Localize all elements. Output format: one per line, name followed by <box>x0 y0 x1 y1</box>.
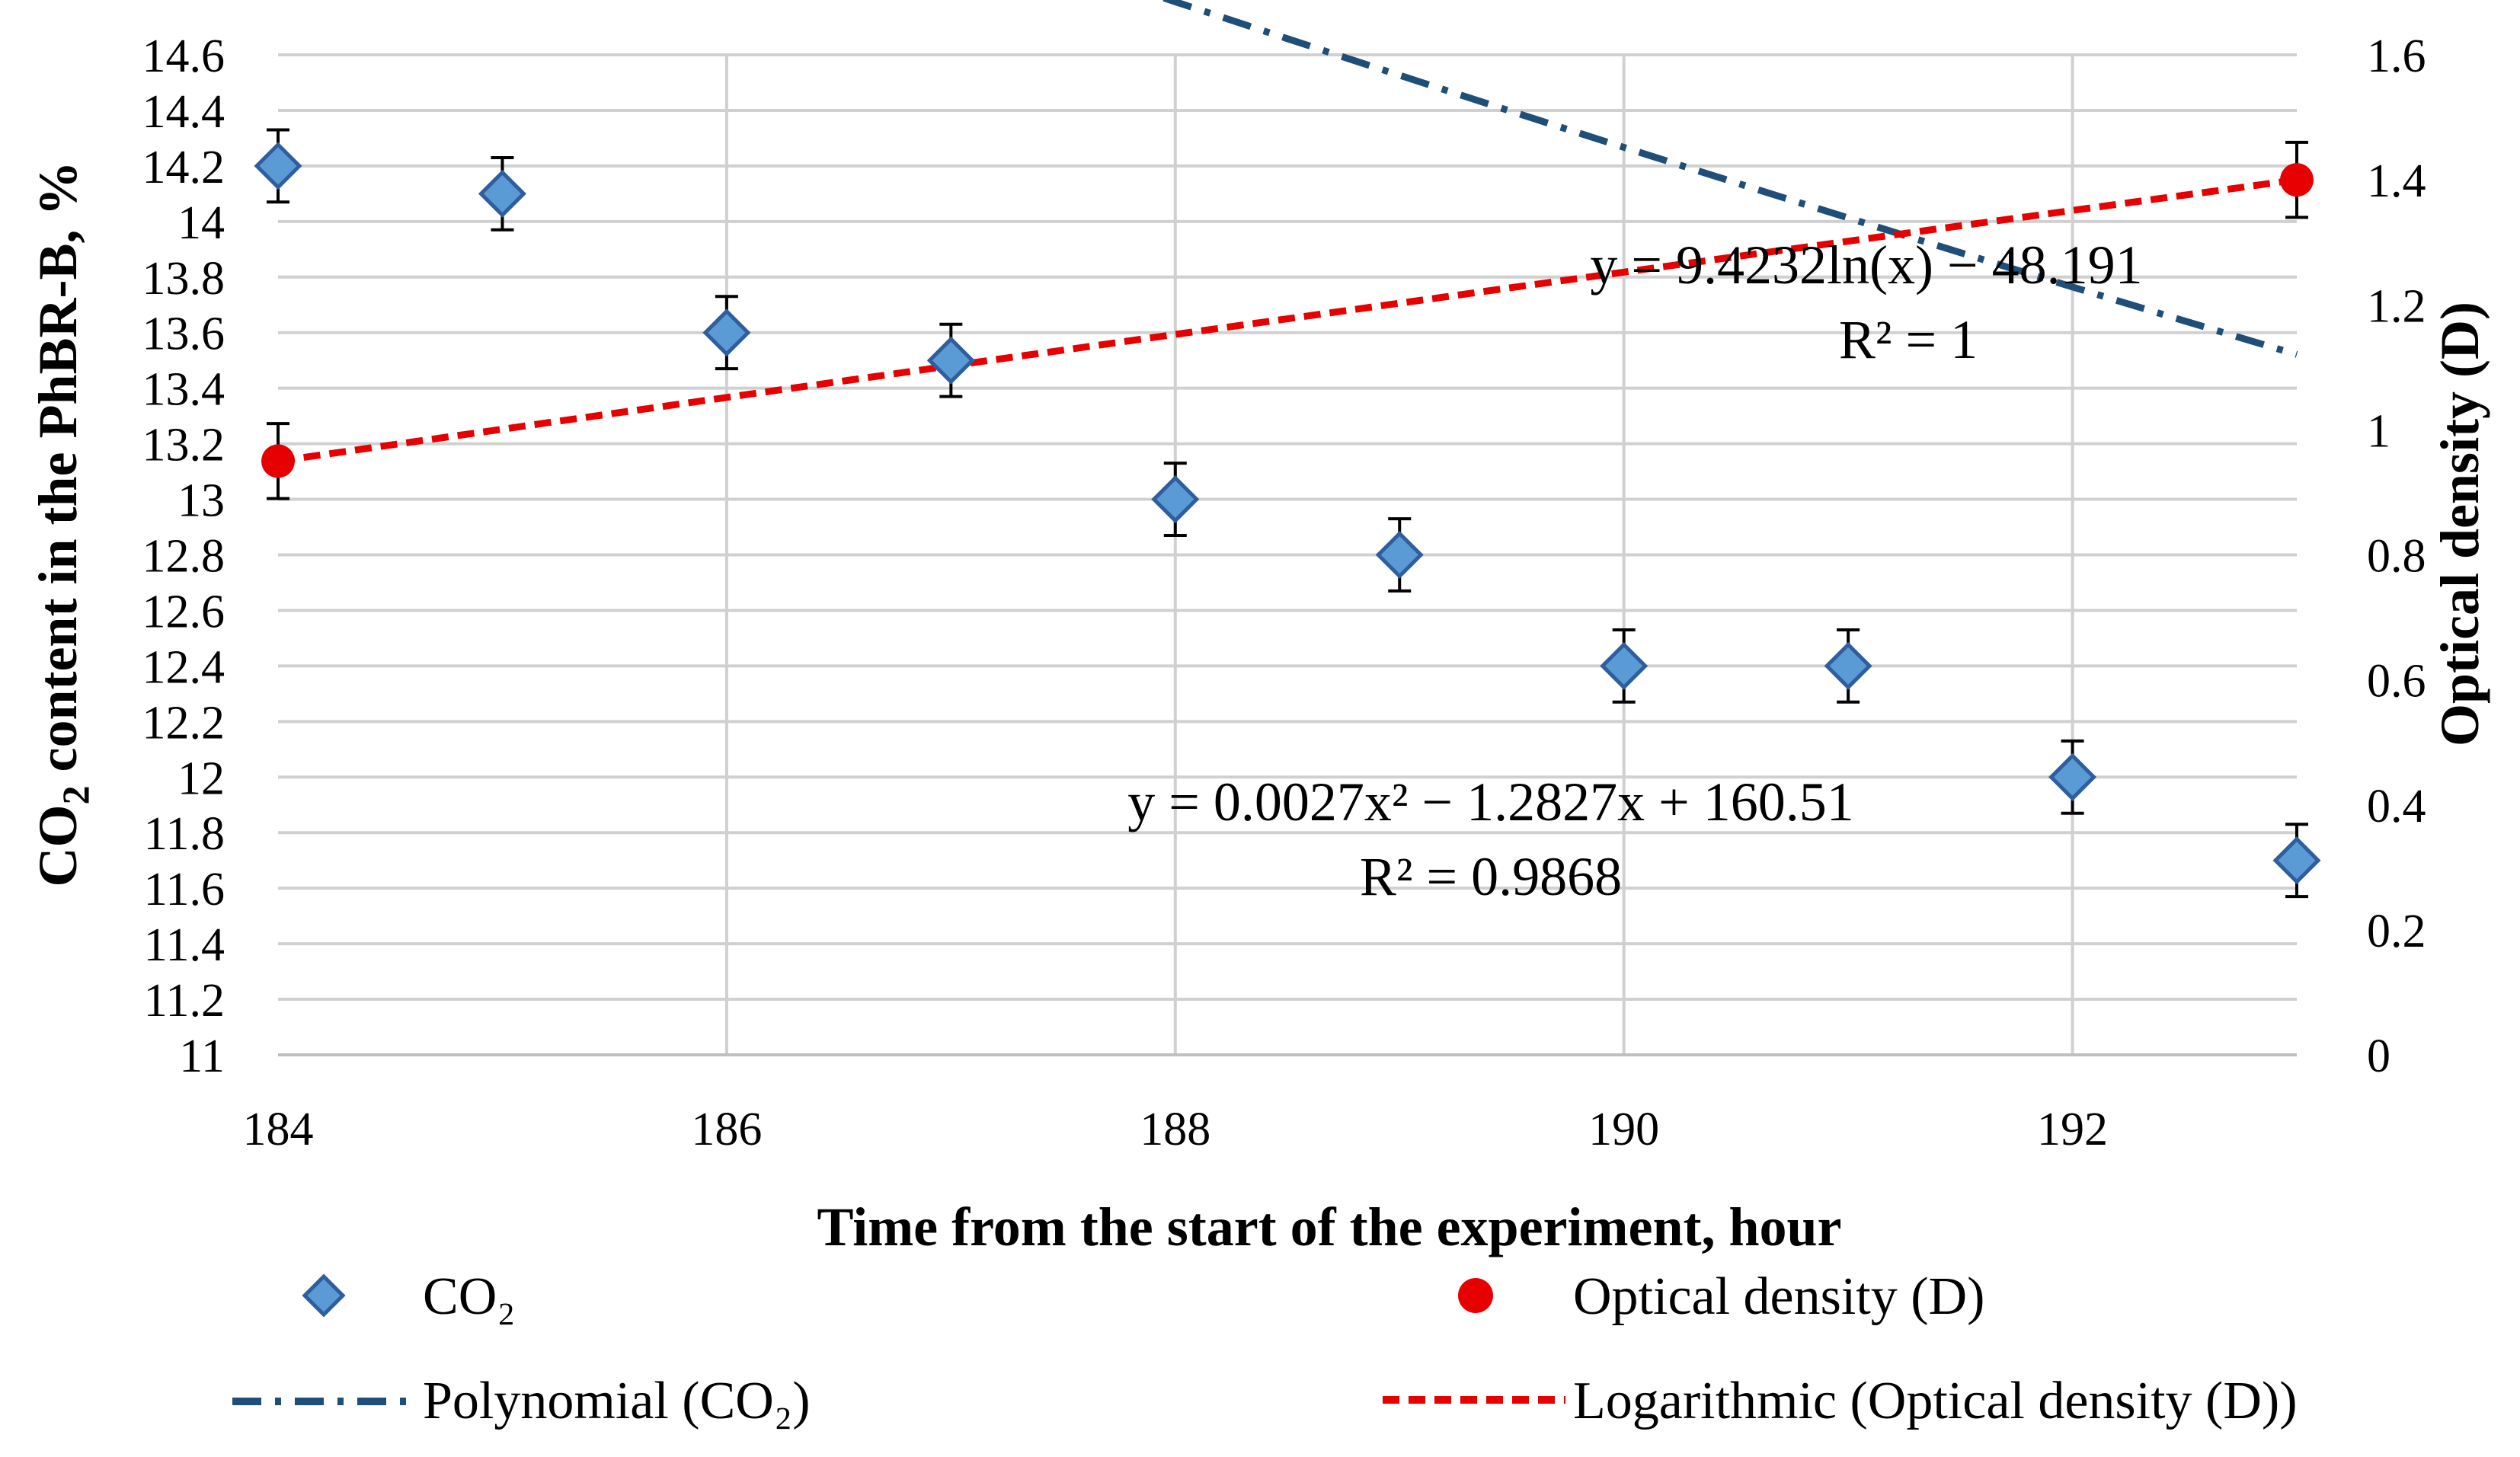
right-tick-label: 0 <box>2367 1030 2390 1082</box>
left-tick-label: 14 <box>177 197 225 249</box>
legend-optical-density-label: Optical density (D) <box>1573 1267 1984 1326</box>
left-tick-label: 14.6 <box>142 30 225 82</box>
x-axis-title: Time from the start of the experiment, h… <box>817 1197 1841 1257</box>
data-markers <box>254 142 2321 885</box>
left-tick-label: 13.2 <box>142 420 225 471</box>
left-tick-label: 11.4 <box>144 919 225 971</box>
right-tick-label: 0.6 <box>2367 656 2426 708</box>
trendlines <box>277 0 2298 465</box>
grid-lines <box>278 53 2297 1055</box>
right-tick-label: 1.4 <box>2367 155 2426 207</box>
logarithmic-trendline <box>277 176 2298 465</box>
co2-data-point <box>1600 641 1649 690</box>
x-tick-label: 192 <box>2037 1104 2108 1155</box>
legend-logarithmic-label: Logarithmic (Optical density (D)) <box>1573 1372 2298 1430</box>
left-tick-label: 14.4 <box>142 86 225 138</box>
poly-trend-equation: y = 0.0027x² − 1.2827x + 160.51 <box>1127 772 1853 832</box>
left-tick-label: 13.6 <box>142 308 225 360</box>
right-axis-title: Optical density (D) <box>2429 302 2490 746</box>
left-tick-label: 12.4 <box>142 641 225 693</box>
left-axis-title-suffix: content in the PhBR-B, % <box>27 161 88 785</box>
right-tick-label: 1.2 <box>2367 280 2426 332</box>
legend-co2-label: CO₂ <box>423 1267 516 1326</box>
legend-optical-density-circle-icon <box>1458 1278 1493 1313</box>
legend-polynomial-label: Polynomial (CO₂) <box>423 1372 811 1430</box>
left-axis-title-subscript: 2 <box>54 786 97 805</box>
left-tick-label: 11.8 <box>144 808 225 860</box>
x-tick-label: 188 <box>1140 1104 1210 1155</box>
legend-co2-diamond-icon <box>302 1273 346 1318</box>
x-tick-label: 186 <box>691 1104 762 1155</box>
right-tick-label: 1.6 <box>2367 30 2426 82</box>
co2-data-point <box>254 142 302 190</box>
co2-data-point <box>1151 475 1200 524</box>
right-tick-label: 0.4 <box>2367 781 2426 832</box>
left-axis-title: CO2 content in the PhBR-B, % <box>27 161 97 887</box>
left-tick-label: 13.8 <box>142 253 225 305</box>
co2-data-point <box>2272 836 2321 885</box>
polynomial-trendline <box>1159 0 2298 358</box>
left-tick-label: 11.6 <box>144 864 225 915</box>
left-tick-label: 13 <box>177 475 225 527</box>
right-tick-label: 0.2 <box>2367 906 2426 957</box>
co2-data-point <box>1375 530 1424 580</box>
x-tick-label: 190 <box>1588 1104 1659 1155</box>
right-tick-label: 1 <box>2367 405 2390 457</box>
left-tick-label: 11 <box>179 1030 225 1082</box>
co2-data-point <box>2048 752 2097 801</box>
optical-density-data-point <box>261 444 295 478</box>
log-trend-equation: y = 9.4232ln(x) − 48.191 <box>1590 235 2142 296</box>
left-tick-label: 12 <box>177 752 225 804</box>
co2-data-point <box>702 308 751 357</box>
co2-data-point <box>1824 641 1872 690</box>
tick-labels: 1111.211.411.611.81212.212.412.612.81313… <box>142 30 2426 1155</box>
left-tick-label: 13.4 <box>142 364 225 416</box>
co2-data-point <box>926 336 975 385</box>
left-tick-label: 12.2 <box>142 697 225 749</box>
legend: CO₂ Optical density (D) Polynomial (CO₂)… <box>232 1267 2298 1430</box>
left-tick-label: 12.6 <box>142 586 225 637</box>
left-tick-label: 12.8 <box>142 531 225 583</box>
log-trend-r2: R² = 1 <box>1839 309 1978 370</box>
x-tick-label: 184 <box>243 1104 314 1155</box>
left-axis-title-prefix: CO <box>27 805 88 887</box>
left-tick-label: 14.2 <box>142 142 225 193</box>
left-tick-label: 11.2 <box>144 975 225 1027</box>
co2-data-point <box>478 169 526 218</box>
right-tick-label: 0.8 <box>2367 531 2426 583</box>
optical-density-data-point <box>2280 163 2314 197</box>
poly-trend-r2: R² = 0.9868 <box>1360 846 1622 907</box>
